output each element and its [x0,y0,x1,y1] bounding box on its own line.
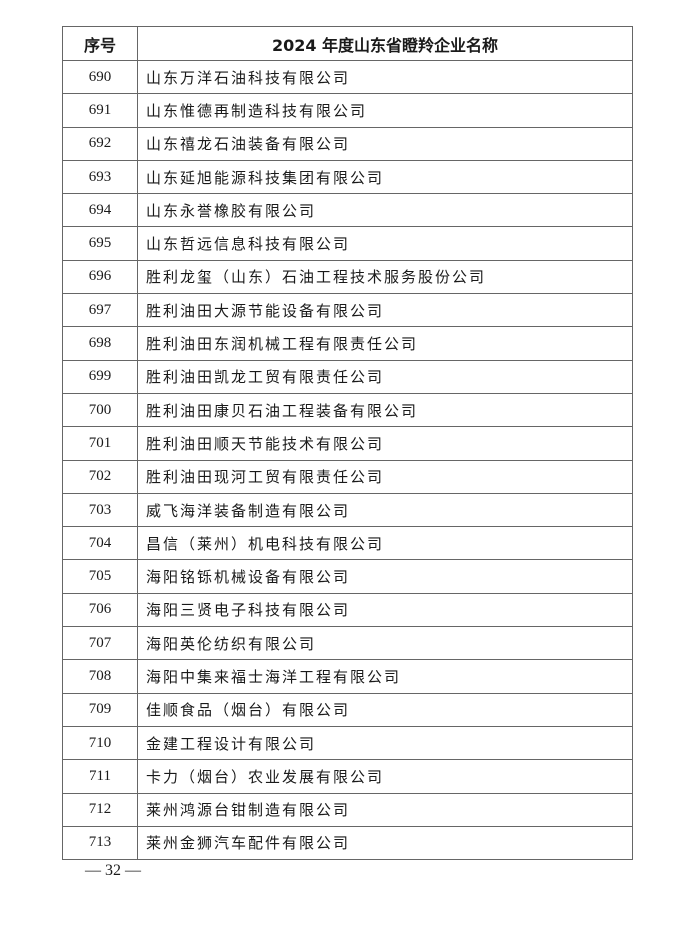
company-name: 威飞海洋装备制造有限公司 [137,492,633,528]
row-index: 697 [62,293,138,328]
company-name: 山东万洋石油科技有限公司 [137,59,633,95]
table-row: 712 莱州鸿源台钳制造有限公司 [62,792,633,827]
table-row: 691 山东惟德再制造科技有限公司 [62,93,633,128]
table-row: 693 山东延旭能源科技集团有限公司 [62,159,633,195]
table-row: 706 海阳三贤电子科技有限公司 [62,592,633,628]
row-index: 703 [62,492,138,528]
row-index: 700 [62,392,138,428]
row-index: 694 [62,193,138,228]
row-index: 711 [62,759,138,794]
row-index: 692 [62,126,138,161]
company-name: 山东延旭能源科技集团有限公司 [137,159,633,195]
table-row: 701 胜利油田顺天节能技术有限公司 [62,426,633,461]
table-row: 698 胜利油田东润机械工程有限责任公司 [62,326,633,361]
row-index: 707 [62,626,138,661]
table-row: 690 山东万洋石油科技有限公司 [62,59,633,95]
row-index: 705 [62,559,138,594]
table-row: 710 金建工程设计有限公司 [62,725,633,761]
row-index: 702 [62,459,138,494]
table-row: 700 胜利油田康贝石油工程装备有限公司 [62,392,633,428]
row-index: 709 [62,692,138,727]
row-index: 695 [62,226,138,261]
company-name: 海阳铭铄机械设备有限公司 [137,559,633,594]
table-row: 702 胜利油田现河工贸有限责任公司 [62,459,633,494]
company-name: 金建工程设计有限公司 [137,725,633,761]
header-index: 序号 [62,26,138,61]
company-name: 山东哲远信息科技有限公司 [137,226,633,261]
row-index: 708 [62,659,138,694]
table-row: 704 昌信（莱州）机电科技有限公司 [62,526,633,561]
table-row: 708 海阳中集来福士海洋工程有限公司 [62,659,633,694]
row-index: 706 [62,592,138,628]
company-name: 昌信（莱州）机电科技有限公司 [137,526,633,561]
table-row: 696 胜利龙玺（山东）石油工程技术服务股份公司 [62,259,633,295]
header-name: 2024 年度山东省瞪羚企业名称 [137,26,633,61]
row-index: 710 [62,725,138,761]
company-name: 莱州金狮汽车配件有限公司 [137,825,633,861]
company-name: 海阳英伦纺织有限公司 [137,626,633,661]
table-row: 709 佳顺食品（烟台）有限公司 [62,692,633,727]
row-index: 701 [62,426,138,461]
company-name: 胜利油田东润机械工程有限责任公司 [137,326,633,361]
company-name: 山东禧龙石油装备有限公司 [137,126,633,161]
row-index: 713 [62,825,138,861]
table-row: 695 山东哲远信息科技有限公司 [62,226,633,261]
company-name: 佳顺食品（烟台）有限公司 [137,692,633,727]
company-name: 胜利油田现河工贸有限责任公司 [137,459,633,494]
enterprise-table: 序号 2024 年度山东省瞪羚企业名称 690 山东万洋石油科技有限公司 691 山东… [62,26,633,861]
table-row: 707 海阳英伦纺织有限公司 [62,626,633,661]
company-name: 胜利油田顺天节能技术有限公司 [137,426,633,461]
table-row: 705 海阳铭铄机械设备有限公司 [62,559,633,594]
company-name: 胜利龙玺（山东）石油工程技术服务股份公司 [137,259,633,295]
page-number: — 32 — [85,862,141,879]
company-name: 海阳中集来福士海洋工程有限公司 [137,659,633,694]
table-row: 699 胜利油田凯龙工贸有限责任公司 [62,359,633,394]
company-name: 山东永誉橡胶有限公司 [137,193,633,228]
row-index: 699 [62,359,138,394]
company-name: 莱州鸿源台钳制造有限公司 [137,792,633,827]
row-index: 704 [62,526,138,561]
company-name: 胜利油田康贝石油工程装备有限公司 [137,392,633,428]
table-row: 711 卡力（烟台）农业发展有限公司 [62,759,633,794]
row-index: 696 [62,259,138,295]
company-name: 卡力（烟台）农业发展有限公司 [137,759,633,794]
company-name: 山东惟德再制造科技有限公司 [137,93,633,128]
company-name: 海阳三贤电子科技有限公司 [137,592,633,628]
row-index: 698 [62,326,138,361]
company-name: 胜利油田凯龙工贸有限责任公司 [137,359,633,394]
row-index: 693 [62,159,138,195]
company-name: 胜利油田大源节能设备有限公司 [137,293,633,328]
row-index: 691 [62,93,138,128]
table-row: 692 山东禧龙石油装备有限公司 [62,126,633,161]
table-row: 713 莱州金狮汽车配件有限公司 [62,825,633,861]
row-index: 712 [62,792,138,827]
table-row: 703 威飞海洋装备制造有限公司 [62,492,633,528]
table-row: 697 胜利油田大源节能设备有限公司 [62,293,633,328]
table-header-row: 序号 2024 年度山东省瞪羚企业名称 [62,26,633,61]
table-row: 694 山东永誉橡胶有限公司 [62,193,633,228]
row-index: 690 [62,59,138,95]
